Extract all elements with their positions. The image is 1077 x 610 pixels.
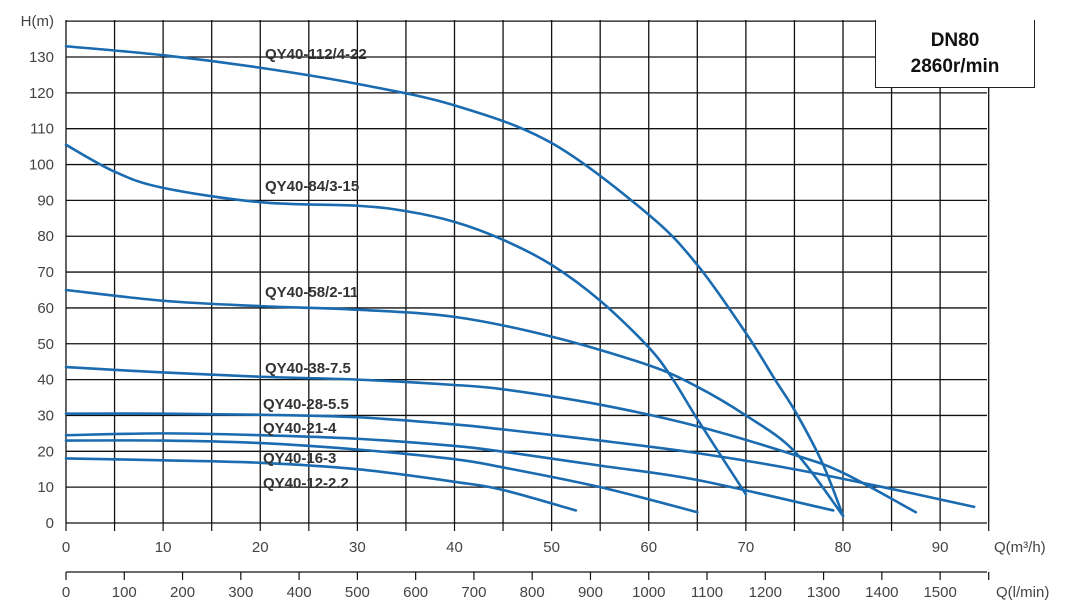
x2-tick-label: 300 (228, 584, 253, 601)
x-tick-label: 10 (155, 539, 172, 556)
x-tick-label: 30 (349, 539, 366, 556)
x-tick-label: 60 (640, 539, 657, 556)
x-tick-label: 70 (738, 539, 755, 556)
x2-tick-label: 1300 (807, 584, 840, 601)
x-tick-label: 80 (835, 539, 852, 556)
x2-tick-label: 600 (403, 584, 428, 601)
curve-label: QY40-84/3-15 (265, 178, 359, 195)
x2-tick-label: 500 (345, 584, 370, 601)
x2-tick-label: 100 (112, 584, 137, 601)
y-tick-label: 110 (30, 121, 54, 138)
x2-tick-label: 400 (287, 584, 312, 601)
curve-label: QY40-12-2.2 (263, 475, 349, 492)
x2-tick-label: 800 (520, 584, 545, 601)
x2-tick-label: 0 (62, 584, 70, 601)
info-model: DN80 (930, 30, 980, 51)
y-tick-label: 120 (29, 85, 54, 102)
curve-qy40-38-7-5 (64, 365, 918, 514)
y-tick-label: 70 (37, 264, 54, 281)
curve-qy40-112-4-22 (64, 44, 845, 518)
y-tick-label: 90 (37, 192, 54, 209)
curve-qy40-12-2-2 (64, 457, 578, 512)
y-axis-label: H(m) (21, 13, 54, 30)
curve-qy40-16-3 (64, 439, 699, 514)
y-tick-label: 60 (37, 300, 54, 317)
y-tick-label: 130 (29, 49, 54, 66)
x-tick-label: 40 (446, 539, 463, 556)
x2-tick-label: 700 (461, 584, 486, 601)
x-tick-label: 50 (543, 539, 560, 556)
x2-axis-label: Q(l/min) (996, 584, 1049, 601)
info-box: DN80 2860r/min (875, 20, 1035, 88)
curve-qy40-21-4 (64, 432, 835, 512)
y-tick-label: 30 (37, 407, 54, 424)
curve-qy40-58-2-11 (64, 288, 845, 518)
curve-label: QY40-21-4 (263, 420, 337, 437)
curve-qy40-28-5-5 (64, 412, 976, 509)
x-tick-label: 0 (62, 539, 70, 556)
x-tick-label: 90 (932, 539, 949, 556)
curve-qy40-84-3-15 (64, 143, 748, 496)
x2-tick-label: 1400 (865, 584, 898, 601)
x2-tick-label: 1500 (923, 584, 956, 601)
y-tick-label: 20 (37, 443, 54, 460)
x2-tick-label: 1200 (749, 584, 782, 601)
y-tick-label: 50 (37, 336, 54, 353)
x2-tick-label: 1000 (632, 584, 665, 601)
y-tick-label: 80 (37, 228, 54, 245)
curve-label: QY40-28-5.5 (263, 396, 349, 413)
x-axis-label: Q(m³/h) (994, 539, 1046, 556)
x2-tick-label: 900 (578, 584, 603, 601)
y-tick-label: 40 (37, 372, 54, 389)
curve-label: QY40-16-3 (263, 450, 336, 467)
x2-tick-label: 1100 (691, 584, 723, 601)
info-speed: 2860r/min (910, 56, 1000, 77)
y-tick-label: 0 (46, 515, 54, 532)
y-tick-label: 10 (37, 479, 54, 496)
y-tick-label: 100 (29, 157, 54, 174)
x-tick-label: 20 (252, 539, 269, 556)
curve-label: QY40-58/2-11 (265, 284, 358, 301)
x2-tick-label: 200 (170, 584, 195, 601)
curve-label: QY40-38-7.5 (265, 360, 351, 377)
curve-label: QY40-112/4-22 (265, 46, 367, 63)
